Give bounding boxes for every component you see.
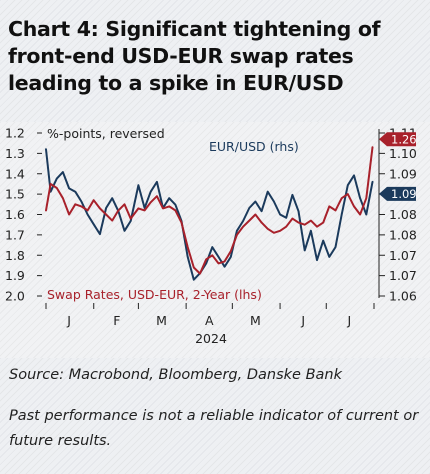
eurusd-last-value-tag-box [379,186,416,201]
right-axis: 1.111.101.091.091.081.081.071.071.06 [378,126,417,304]
x-month-label: M [250,313,261,328]
left-tick-label: 1.3 [5,146,25,161]
title-block: Chart 4: Significant tightening of front… [0,0,430,122]
right-tick-label: 1.07 [389,248,417,263]
x-year-label: 2024 [195,331,227,346]
left-tick-label: 1.2 [5,126,25,141]
disclaimer-note: Past performance is not a reliable indic… [9,408,419,449]
eurusd-line [45,148,374,281]
left-tick-label: 1.7 [5,227,25,242]
eurusd-series-label: EUR/USD (rhs) [209,139,299,154]
right-tick-label: 1.08 [389,227,417,242]
left-tick-label: 1.5 [5,187,25,202]
swap-series-label: Swap Rates, USD-EUR, 2-Year (lhs) [47,287,262,302]
x-month-label: J [347,313,352,328]
left-axis-unit-label: %-points, reversed [47,126,165,141]
chart-title: Chart 4: Significant tightening of front… [8,17,381,95]
right-tick-label: 1.10 [389,146,417,161]
x-month-label: J [66,313,71,328]
source-note: Source: Macrobond, Bloomberg, Danske Ban… [9,367,342,383]
right-tick-label: 1.08 [389,207,417,222]
x-month-label: M [156,313,167,328]
left-tick-label: 1.4 [5,166,25,181]
left-axis: 1.2 1.3 1.4 1.5 1.6 1.7 1.8 1.9 2.0 %-points, rev… [5,126,165,304]
x-month-label: F [113,313,120,328]
left-tick-label: 2.0 [5,289,25,304]
x-month-label: A [205,313,214,328]
swap-last-value-tag-box [379,132,416,147]
eurusd-last-value-tag-text: 1.09 [391,187,417,201]
labels-layer: EUR/USD (rhs) Swap Rates, USD-EUR, 2-Year… [47,132,417,302]
left-tick-label: 1.8 [5,248,25,263]
footer: Source: Macrobond, Bloomberg, Danske Ban… [0,358,430,474]
swap-rates-line [45,146,374,275]
right-tick-label: 1.09 [389,166,417,181]
swap-last-value-tag-text: 1.26 [391,133,417,147]
x-month-label: J [300,313,305,328]
series-layer [45,146,374,281]
x-axis: J F M A M J J 2024 [45,303,375,346]
chart-area: 1.2 1.3 1.4 1.5 1.6 1.7 1.8 1.9 2.0 %-points, rev… [0,122,430,358]
left-tick-label: 1.6 [5,207,25,222]
left-tick-label: 1.9 [5,268,25,283]
line-chart: 1.2 1.3 1.4 1.5 1.6 1.7 1.8 1.9 2.0 %-points, rev… [5,126,417,347]
right-tick-label: 1.06 [389,289,417,304]
right-tick-label: 1.07 [389,268,417,283]
